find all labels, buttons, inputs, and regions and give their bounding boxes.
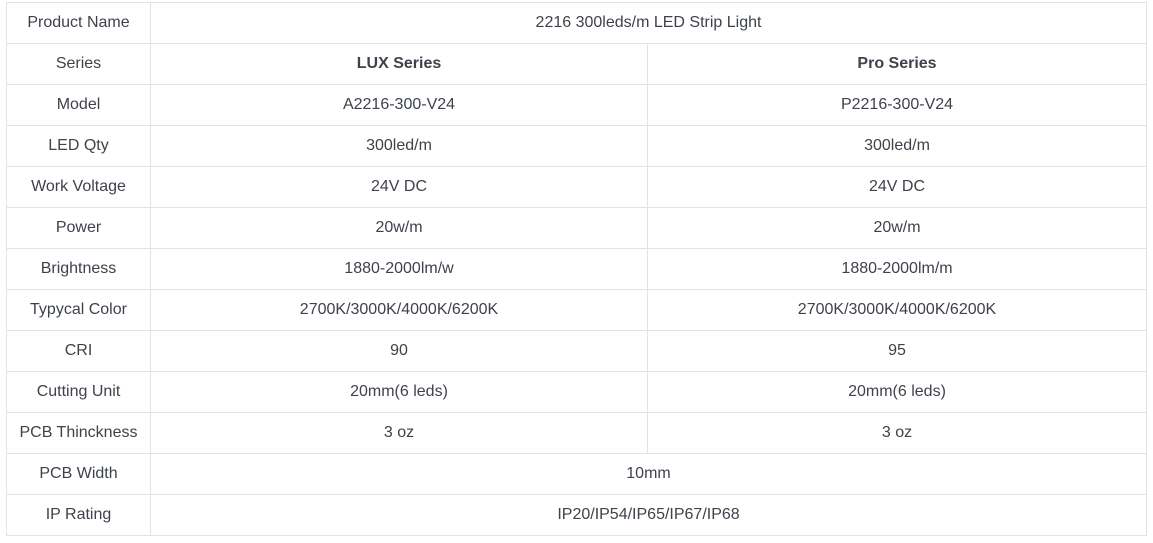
table-row: IP Rating IP20/IP54/IP65/IP67/IP68: [6, 494, 1148, 536]
pro-cell: 20mm(6 leds): [646, 371, 1148, 413]
row-label: Cutting Unit: [6, 371, 151, 413]
table-row: PCB Thinckness 3 oz 3 oz: [6, 412, 1148, 454]
pro-cell: 95: [646, 330, 1148, 372]
pro-cell: 20w/m: [646, 207, 1148, 249]
table-row: Series LUX Series Pro Series: [6, 43, 1148, 85]
table-row: Power 20w/m 20w/m: [6, 207, 1148, 249]
lux-cell: 3 oz: [150, 412, 648, 454]
lux-cell: 20mm(6 leds): [150, 371, 648, 413]
row-label: IP Rating: [6, 494, 151, 536]
pro-cell: 24V DC: [646, 166, 1148, 208]
span-cell: 10mm: [149, 453, 1148, 495]
pro-cell: Pro Series: [646, 43, 1148, 85]
spec-table: Product Name 2216 300leds/m LED Strip Lig…: [6, 2, 1148, 536]
pro-cell: 1880-2000lm/m: [646, 248, 1148, 290]
row-label: Brightness: [6, 248, 151, 290]
row-label: CRI: [6, 330, 151, 372]
lux-cell: 2700K/3000K/4000K/6200K: [150, 289, 648, 331]
row-label: LED Qty: [6, 125, 151, 167]
table-row: LED Qty 300led/m 300led/m: [6, 125, 1148, 167]
row-label: PCB Thinckness: [6, 412, 151, 454]
table-row: Work Voltage 24V DC 24V DC: [6, 166, 1148, 208]
lux-cell: 20w/m: [150, 207, 648, 249]
lux-cell: LUX Series: [150, 43, 648, 85]
row-label: Series: [6, 43, 151, 85]
pro-cell: P2216-300-V24: [646, 84, 1148, 126]
table-row: Model A2216-300-V24 P2216-300-V24: [6, 84, 1148, 126]
table-row: PCB Width 10mm: [6, 453, 1148, 495]
table-row: Product Name 2216 300leds/m LED Strip Lig…: [6, 2, 1148, 44]
table-row: Cutting Unit 20mm(6 leds) 20mm(6 leds): [6, 371, 1148, 413]
table-row: Typycal Color 2700K/3000K/4000K/6200K 2700…: [6, 289, 1148, 331]
lux-cell: 90: [150, 330, 648, 372]
span-cell: 2216 300leds/m LED Strip Light: [149, 2, 1148, 44]
row-label: PCB Width: [6, 453, 151, 495]
lux-cell: 1880-2000lm/w: [150, 248, 648, 290]
span-cell: IP20/IP54/IP65/IP67/IP68: [149, 494, 1148, 536]
row-label: Model: [6, 84, 151, 126]
pro-cell: 3 oz: [646, 412, 1148, 454]
row-label: Power: [6, 207, 151, 249]
table-row: CRI 90 95: [6, 330, 1148, 372]
lux-cell: A2216-300-V24: [150, 84, 648, 126]
pro-cell: 300led/m: [646, 125, 1148, 167]
row-label: Typycal Color: [6, 289, 151, 331]
pro-cell: 2700K/3000K/4000K/6200K: [646, 289, 1148, 331]
lux-cell: 24V DC: [150, 166, 648, 208]
row-label: Work Voltage: [6, 166, 151, 208]
lux-cell: 300led/m: [150, 125, 648, 167]
table-row: Brightness 1880-2000lm/w 1880-2000lm/m: [6, 248, 1148, 290]
row-label: Product Name: [6, 2, 151, 44]
